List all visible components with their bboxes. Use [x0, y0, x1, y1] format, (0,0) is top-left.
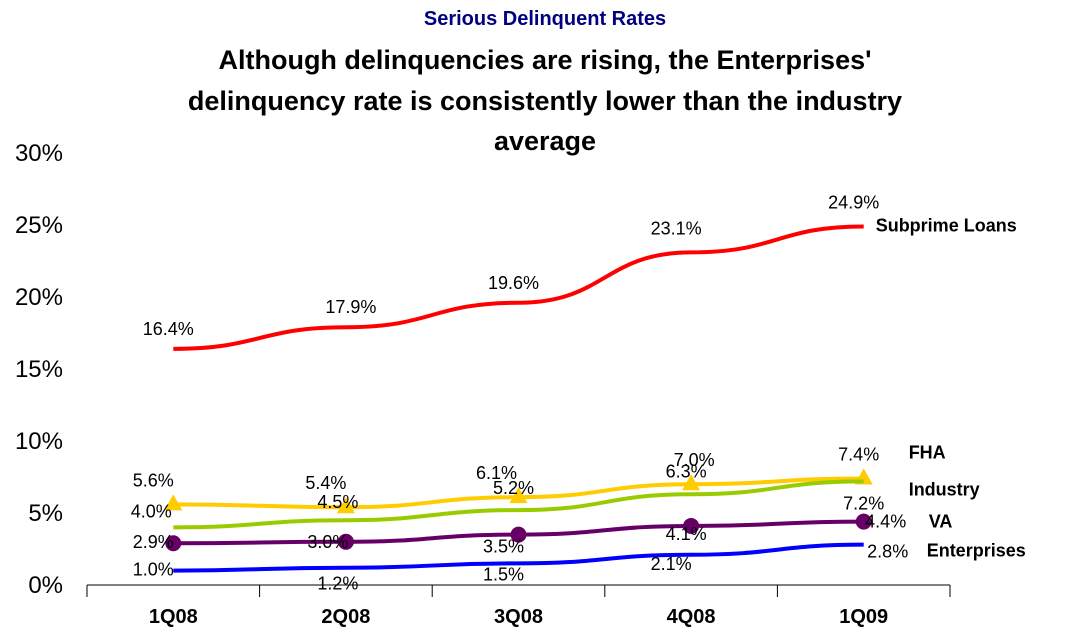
series-line-enterprises: [173, 542, 864, 573]
data-label-industry: 7.2%: [843, 493, 884, 513]
x-tick-label: 1Q08: [149, 606, 198, 628]
y-tick-label: 10%: [15, 428, 63, 455]
series-name-subprime-loans: Subprime Loans: [876, 215, 1017, 235]
data-point-fha: [164, 494, 183, 511]
data-point-fha: [682, 474, 701, 491]
y-tick-label: 15%: [15, 356, 63, 383]
data-label-subprime-loans: 24.9%: [828, 192, 879, 212]
data-label-enterprises: 2.1%: [651, 554, 692, 574]
axes: 1Q08 2Q08 3Q08 4Q08 1Q09 0% 5% 10% 15% 20% 25% 30%: [15, 140, 951, 628]
chart-subtitle: Serious Delinquent Rates: [424, 8, 666, 30]
data-label-subprime-loans: 17.9%: [325, 297, 376, 317]
data-label-va: 3.0%: [307, 532, 348, 552]
data-point-fha: [336, 497, 355, 514]
data-label-enterprises: 1.2%: [317, 574, 358, 594]
series-line-industry: [173, 479, 864, 530]
data-label-layer: 16.4% 17.9% 19.6% 23.1% 24.9% Subprime Loans 5…: [131, 192, 1026, 593]
data-label-fha: 7.0%: [674, 450, 715, 470]
data-point-va: [165, 535, 182, 552]
y-tick-label: 5%: [28, 500, 63, 527]
data-label-fha: 5.6%: [133, 470, 174, 490]
series-name-enterprises: Enterprises: [927, 541, 1026, 561]
series-name-industry: Industry: [909, 479, 980, 499]
series-line-subprime-loans: [173, 224, 864, 351]
data-label-subprime-loans: 16.4%: [143, 319, 194, 339]
x-tick-label: 1Q09: [839, 606, 888, 628]
y-tick-label: 25%: [15, 212, 63, 239]
data-label-fha: 5.4%: [305, 473, 346, 493]
data-label-industry: 4.0%: [131, 501, 172, 521]
data-label-fha: 6.1%: [476, 463, 517, 483]
data-point-va: [510, 526, 527, 543]
data-label-va: 2.9%: [133, 532, 174, 552]
chart-title-line-3: average: [494, 126, 596, 156]
series-name-va: VA: [929, 512, 953, 532]
data-label-subprime-loans: 19.6%: [488, 273, 539, 293]
y-tick-label: 30%: [15, 140, 63, 167]
data-label-fha: 7.4%: [838, 444, 879, 464]
data-label-industry: 4.5%: [317, 492, 358, 512]
data-label-enterprises: 2.8%: [867, 542, 908, 562]
y-tick-label: 20%: [15, 284, 63, 311]
data-point-va: [855, 513, 872, 530]
data-label-industry: 6.3%: [666, 461, 707, 481]
x-tick-label: 2Q08: [321, 606, 370, 628]
x-tick-label: 3Q08: [494, 606, 543, 628]
data-label-industry: 5.2%: [493, 478, 534, 498]
y-tick-label: 0%: [28, 572, 63, 599]
data-label-va: 4.1%: [666, 524, 707, 544]
data-label-va: 4.4%: [865, 512, 906, 532]
data-label-va: 3.5%: [483, 537, 524, 557]
data-point-va: [683, 517, 700, 534]
series-name-fha: FHA: [909, 442, 946, 462]
data-label-enterprises: 1.0%: [133, 560, 174, 580]
data-label-enterprises: 1.5%: [483, 564, 524, 584]
data-label-subprime-loans: 23.1%: [651, 218, 702, 238]
series-layer: [164, 224, 873, 573]
data-point-fha: [509, 487, 528, 504]
chart-title-line-1: Although delinquencies are rising, the E…: [218, 45, 871, 75]
data-point-va: [337, 533, 354, 550]
chart-title-line-2: delinquency rate is consistently lower t…: [188, 86, 902, 116]
x-tick-label: 4Q08: [667, 606, 716, 628]
